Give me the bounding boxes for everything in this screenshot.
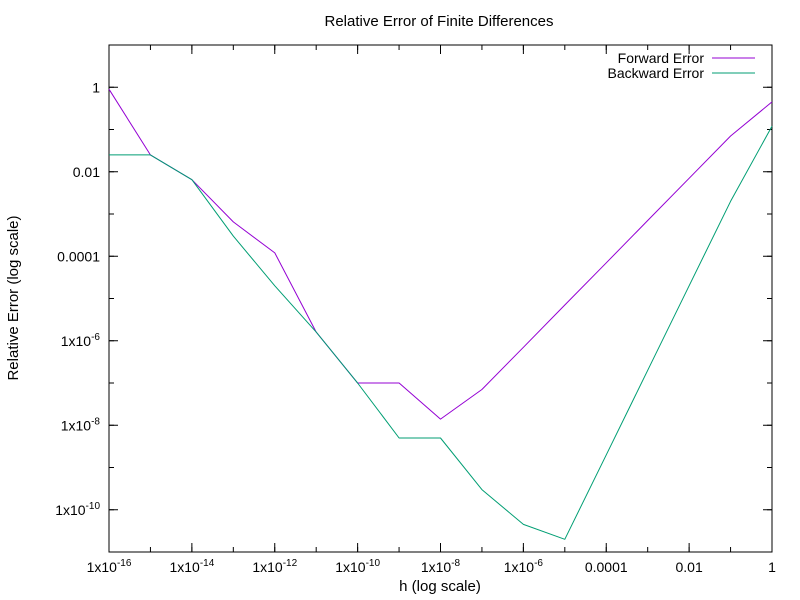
y-tick-label: 0.01 (73, 164, 100, 180)
x-tick-label: 0.01 (676, 559, 703, 575)
x-tick-label: 1x10-8 (421, 558, 461, 575)
y-axis-ticks: 1 0.01 0.0001 1x10-6 1x10-8 1x10-10 (55, 44, 772, 553)
series-line-1 (109, 125, 773, 540)
chart-title: Relative Error of Finite Differences (325, 13, 554, 30)
series-lines (108, 88, 773, 540)
y-tick-label: 1x10-6 (61, 332, 101, 349)
y-tick-label: 1x10-8 (61, 416, 101, 433)
y-axis-label: Relative Error (log scale) (5, 215, 22, 380)
x-tick-label: 1x10-10 (335, 558, 380, 575)
x-axis-ticks: 1x10-16 1x10-14 1x10-12 1x10-10 1x10-8 1x10-6… (87, 45, 776, 575)
plot-frame (108, 44, 773, 553)
legend-label: Backward Error (608, 65, 705, 81)
plot-border (108, 44, 773, 553)
x-tick-label: 1 (768, 559, 776, 575)
y-tick-label: 0.0001 (57, 248, 100, 264)
legend-label: Forward Error (618, 50, 705, 66)
y-tick-label: 1 (92, 79, 100, 95)
series-line-0 (108, 88, 773, 420)
x-tick-label: 1x10-14 (169, 558, 214, 575)
x-tick-label: 1x10-6 (504, 558, 544, 575)
x-tick-label: 1x10-12 (252, 558, 297, 575)
x-axis-label: h (log scale) (399, 578, 481, 595)
x-tick-label: 0.0001 (585, 559, 628, 575)
x-tick-label: 1x10-16 (87, 558, 132, 575)
y-tick-label: 1x10-10 (55, 501, 100, 518)
